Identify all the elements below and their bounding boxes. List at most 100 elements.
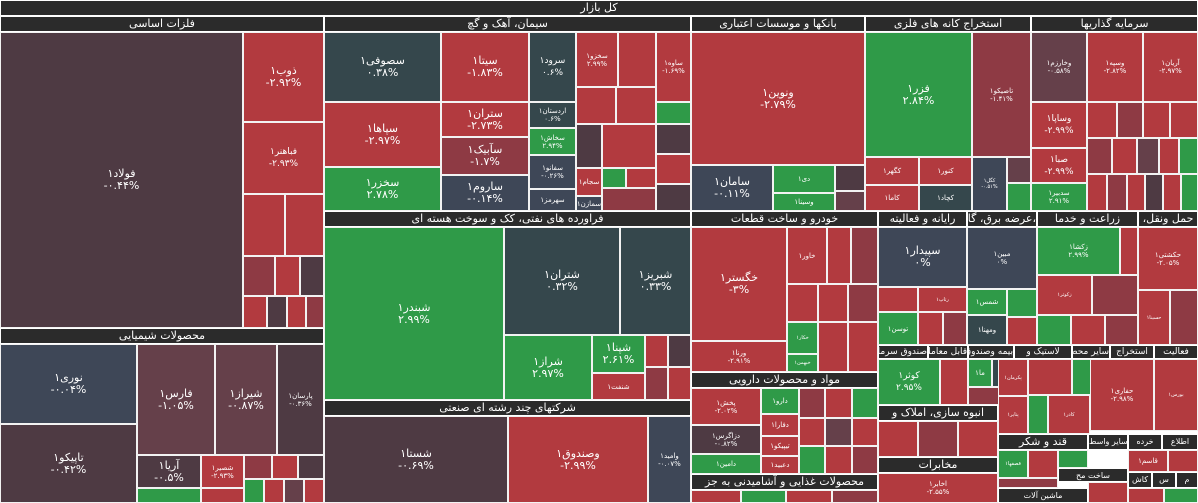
- tile-shapna[interactable]: شپنا۱ ۲.۶۱%: [592, 335, 645, 373]
- tile-inv-small-14[interactable]: [1163, 174, 1181, 211]
- sector-header-extraction[interactable]: استخراج: [1110, 345, 1154, 359]
- tile-cement-dark-2[interactable]: [656, 124, 691, 154]
- tile-aryan[interactable]: آریان۱ -۲.۹۷%: [1143, 32, 1198, 102]
- tile-shabriz[interactable]: شبریز۱ ۰.۳۳%: [620, 227, 691, 335]
- tile-comp-small-2[interactable]: [918, 312, 943, 345]
- sector-header-telecom[interactable]: مخابرات: [878, 457, 998, 473]
- tile-tapiko[interactable]: تاپیکو۱ -۰.۴۲%: [0, 424, 137, 503]
- tile-food-small-4[interactable]: [832, 490, 878, 503]
- tile-shsaffir[interactable]: شصیر۱ -۲.۹۳%: [201, 455, 244, 488]
- tile-ghasfha[interactable]: قصفها۱: [998, 450, 1028, 478]
- sector-header-petroleum[interactable]: فراورده های نفتی، کک و سوخت هسته ای: [324, 211, 691, 227]
- tile-smazan[interactable]: سمازن۱: [576, 196, 602, 211]
- tile-agri-small-4[interactable]: [1071, 315, 1105, 345]
- tile-khavar[interactable]: خاور۱: [787, 227, 827, 284]
- tile-cement-red-3[interactable]: [616, 87, 656, 124]
- tile-bank-small-2[interactable]: [835, 191, 865, 211]
- tile-chem-red-1[interactable]: [201, 488, 244, 503]
- tile-metal-small-3[interactable]: [243, 256, 275, 296]
- sector-header-real-estate[interactable]: انبوه سازی، املاک و: [878, 405, 998, 421]
- tile-metal-small-8[interactable]: [287, 296, 306, 328]
- tile-vomid[interactable]: وامید۱ -۰.۰۷%: [648, 416, 691, 503]
- tile-inv-small-8[interactable]: [1159, 138, 1179, 174]
- tile-agri-small-3[interactable]: [1037, 315, 1071, 345]
- tile-shabandar[interactable]: شبندر۱ ۲.۹۹%: [324, 227, 504, 400]
- tile-util-small-1[interactable]: [1007, 289, 1037, 317]
- sector-header-insurance[interactable]: بیمه وصندوق بازنشستگی: [968, 345, 1014, 359]
- tile-inv-small-1[interactable]: [1087, 102, 1117, 138]
- tile-cement-red-2[interactable]: [576, 87, 616, 124]
- tile-inv-small-6[interactable]: [1112, 138, 1137, 174]
- tile-cement-red-4[interactable]: [602, 124, 656, 168]
- tile-fbahonar[interactable]: فباهنر۱ -۲.۹۳%: [243, 122, 324, 194]
- tile-metal-small-1[interactable]: [243, 194, 285, 256]
- tile-pharma-small-8[interactable]: [825, 446, 852, 474]
- tile-pharma-small-2[interactable]: [825, 388, 852, 418]
- tile-cement-red-1[interactable]: [618, 32, 656, 87]
- tile-agri-small-2[interactable]: [1092, 275, 1138, 315]
- tile-inv-small-12[interactable]: [1127, 174, 1145, 211]
- tile-cement-green-1[interactable]: [656, 102, 691, 124]
- tile-saman[interactable]: سامان۱ -۰.۱۱%: [691, 165, 773, 211]
- tile-chem-small-4[interactable]: [244, 479, 264, 503]
- tile-khgostar[interactable]: خگستر۱ -۳%: [691, 227, 787, 341]
- tile-kgohar[interactable]: کگهر۱: [865, 157, 919, 185]
- tile-pharma-small-6[interactable]: [852, 418, 878, 446]
- tile-misc-small-1[interactable]: [1128, 488, 1164, 503]
- sector-header-multi-industry[interactable]: شرکتهای چند رشته ای صنعتی: [324, 400, 691, 416]
- tile-inv-small-2[interactable]: [1117, 102, 1143, 138]
- tile-shams[interactable]: شمس۱: [967, 289, 1007, 315]
- sector-header-mining[interactable]: استخراج کانه های فلزی: [865, 16, 1031, 32]
- tile-petro-small-4[interactable]: [668, 367, 691, 400]
- tile-kgol[interactable]: کگل۱ -۰.۵۱%: [972, 157, 1007, 211]
- tile-mining-small-2[interactable]: [1007, 183, 1031, 211]
- tile-misc-small-2[interactable]: [1164, 488, 1198, 503]
- tile-inv-small-15[interactable]: [1181, 174, 1198, 211]
- tile-ma[interactable]: ما۱: [968, 359, 992, 387]
- label-retail[interactable]: خرده: [1128, 434, 1162, 450]
- sector-header-tradable[interactable]: قابل معامله: [928, 345, 968, 359]
- tile-vsina[interactable]: وسینا۱: [773, 193, 835, 211]
- sector-header-chemicals[interactable]: محصولات شیمیایی: [0, 328, 324, 344]
- tile-chem-small-2[interactable]: [272, 455, 298, 479]
- label-s[interactable]: س: [1152, 472, 1176, 488]
- sector-header-utilities[interactable]: ،عرضه برق، گاز: [967, 211, 1037, 227]
- tile-shiraz[interactable]: شیراز۱ -۰.۸۷%: [215, 344, 277, 455]
- tile-petro-small-2[interactable]: [668, 335, 691, 367]
- tile-zkesha[interactable]: زکشا۱ ۲.۹۹%: [1037, 227, 1120, 275]
- tile-cement-dark-1[interactable]: [576, 124, 602, 168]
- tile-daroo[interactable]: دارو۱: [761, 388, 799, 414]
- tile-sugar-small-3[interactable]: [998, 478, 1058, 488]
- tile-food-small-3[interactable]: [786, 490, 832, 503]
- tile-chem-green-1[interactable]: [137, 488, 201, 503]
- label-info[interactable]: اطلاع: [1162, 434, 1198, 450]
- tile-tipiko[interactable]: تیپیکو۱: [761, 436, 799, 456]
- tile-parsan[interactable]: پارسان۱ -۰.۳۶%: [277, 344, 324, 455]
- label-m[interactable]: م: [1176, 472, 1198, 488]
- tile-chem-small-1[interactable]: [244, 455, 272, 479]
- tile-auto-red-5[interactable]: [848, 284, 878, 322]
- tile-akhabar[interactable]: اخابر۱ -۲.۵۵%: [878, 473, 998, 503]
- tile-sfano[interactable]: سفانو۱ -۰.۲۶%: [529, 155, 576, 189]
- tile-shormoz[interactable]: سهرمز۱: [529, 189, 576, 211]
- tile-saroom[interactable]: ساروم۱ -۰.۱۴%: [441, 175, 529, 211]
- tile-util-small-2[interactable]: [1007, 317, 1037, 345]
- label-other-intermediary[interactable]: سایر واسط: [1088, 434, 1128, 450]
- tile-pharma-small-5[interactable]: [825, 418, 852, 446]
- tile-vmehna[interactable]: ومهنا۱: [967, 315, 1007, 345]
- tile-kazar[interactable]: کاذر۱: [1048, 395, 1090, 434]
- tile-tasiko[interactable]: تاصیکو۱ -۱.۴۱%: [972, 32, 1031, 157]
- tile-chem-small-6[interactable]: [284, 479, 304, 503]
- tile-re-small-2[interactable]: [918, 421, 958, 457]
- tile-skhozo[interactable]: سخزو۱ ۲.۹۹%: [576, 32, 618, 87]
- tile-re-small-1[interactable]: [878, 421, 918, 457]
- tile-auto-red-2[interactable]: [851, 227, 878, 284]
- tile-zob[interactable]: ذوب۱ -۲.۹۲%: [243, 32, 324, 122]
- tile-skhash[interactable]: سخاش۱ ۲.۹۴%: [529, 128, 576, 155]
- tile-food-small-2[interactable]: [741, 490, 786, 503]
- tile-kama[interactable]: کاما۱: [865, 185, 919, 211]
- tile-sita[interactable]: سیتا۱ -۱.۸۳%: [441, 32, 529, 102]
- tile-ghasem[interactable]: قاسم۱: [1128, 450, 1168, 472]
- tile-cement-red-5[interactable]: [626, 168, 656, 188]
- sector-header-activity[interactable]: فعالیت: [1154, 345, 1198, 359]
